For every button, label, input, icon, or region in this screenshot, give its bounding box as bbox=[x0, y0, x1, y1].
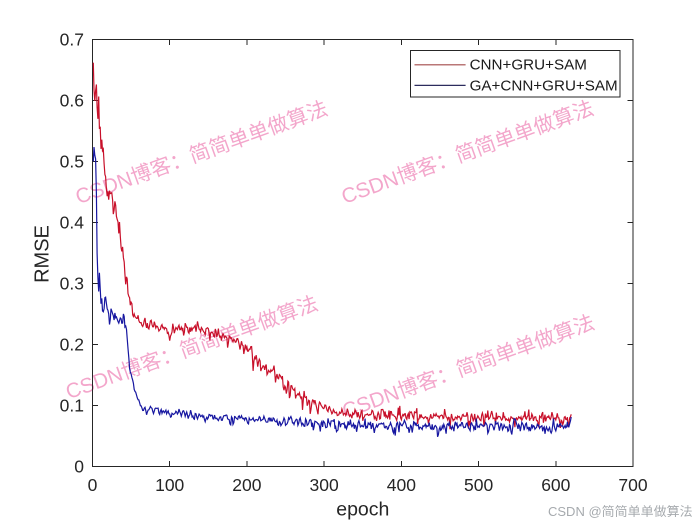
svg-text:0.2: 0.2 bbox=[60, 335, 84, 355]
svg-text:0: 0 bbox=[88, 475, 98, 495]
svg-text:0.3: 0.3 bbox=[60, 274, 84, 294]
svg-text:epoch: epoch bbox=[336, 499, 389, 521]
svg-text:0.1: 0.1 bbox=[60, 396, 84, 416]
svg-text:400: 400 bbox=[387, 475, 416, 495]
svg-text:0.4: 0.4 bbox=[60, 213, 85, 233]
svg-text:0.5: 0.5 bbox=[60, 152, 84, 172]
svg-text:0: 0 bbox=[74, 457, 84, 477]
svg-text:0.7: 0.7 bbox=[60, 30, 84, 50]
svg-text:CSDN @: CSDN @ bbox=[548, 504, 602, 519]
svg-text:RMSE: RMSE bbox=[32, 225, 54, 283]
svg-text:100: 100 bbox=[155, 475, 184, 495]
svg-text:200: 200 bbox=[232, 475, 261, 495]
svg-text:300: 300 bbox=[309, 475, 338, 495]
svg-text:700: 700 bbox=[618, 475, 647, 495]
svg-text:0.6: 0.6 bbox=[60, 91, 84, 111]
svg-text:GA+CNN+GRU+SAM: GA+CNN+GRU+SAM bbox=[470, 77, 618, 94]
svg-text:600: 600 bbox=[541, 475, 570, 495]
svg-text:500: 500 bbox=[464, 475, 493, 495]
svg-text:CNN+GRU+SAM: CNN+GRU+SAM bbox=[470, 56, 587, 73]
